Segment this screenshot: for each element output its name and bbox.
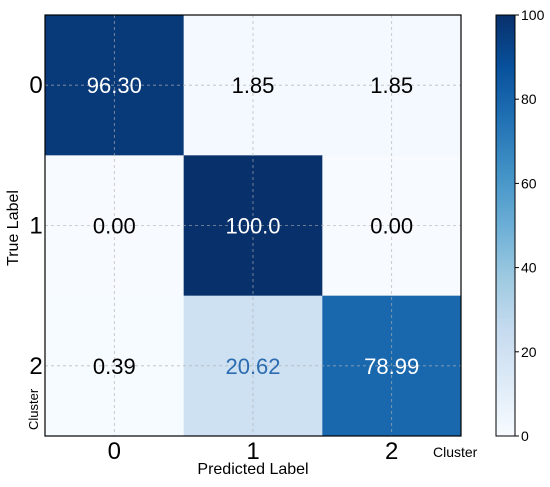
- gridlines: [45, 15, 461, 436]
- x-cluster-label: Cluster: [433, 444, 478, 460]
- y-tick-label-2: 2: [29, 353, 42, 380]
- x-tick-label-1: 1: [246, 438, 259, 465]
- colorbar-tick-label-4: 80: [521, 91, 537, 107]
- cell-label-0-1: 1.85: [232, 73, 275, 98]
- colorbar-tick-label-5: 100: [521, 7, 545, 23]
- y-axis-label: True Label: [5, 190, 22, 266]
- cell-label-2-0: 0.39: [93, 354, 136, 379]
- cell-label-0-0: 96.30: [87, 73, 142, 98]
- x-tick-label-0: 0: [108, 438, 121, 465]
- y-tick-labels: 0 1 2: [29, 72, 42, 380]
- colorbar: [495, 14, 516, 437]
- colorbar-tick-label-2: 40: [521, 260, 537, 276]
- cell-label-0-2: 1.85: [370, 73, 413, 98]
- cell-value-labels: 96.30 1.85 1.85 0.00 100.0 0.00 0.39 20.62 78.99: [87, 73, 419, 379]
- y-cluster-label: Cluster: [26, 388, 41, 430]
- y-tick-label-0: 0: [29, 72, 42, 99]
- colorbar-ticks: 0 20 40 60 80 100: [515, 7, 545, 444]
- cell-label-1-0: 0.00: [93, 214, 136, 239]
- x-axis-label: Predicted Label: [197, 461, 308, 478]
- colorbar-tick-label-1: 20: [521, 344, 537, 360]
- colorbar-tick-label-0: 0: [521, 428, 529, 444]
- colorbar-tick-label-3: 60: [521, 175, 537, 191]
- cell-label-1-2: 0.00: [370, 214, 413, 239]
- cell-label-2-2: 78.99: [364, 354, 419, 379]
- cell-label-2-1: 20.62: [225, 354, 280, 379]
- cell-label-1-1: 100.0: [225, 214, 280, 239]
- x-tick-labels: 0 1 2: [108, 438, 399, 465]
- x-tick-label-2: 2: [385, 438, 398, 465]
- plot-frame: [44, 14, 462, 437]
- y-tick-label-1: 1: [29, 213, 42, 240]
